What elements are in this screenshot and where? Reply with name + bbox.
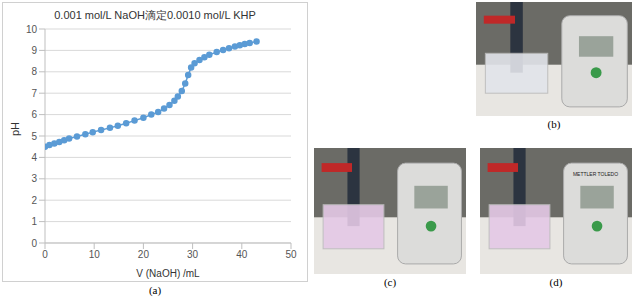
svg-text:40: 40 xyxy=(236,249,248,260)
svg-text:50: 50 xyxy=(285,249,297,260)
svg-text:METTLER TOLEDO: METTLER TOLEDO xyxy=(573,171,618,177)
svg-text:3: 3 xyxy=(31,173,37,184)
html-text:(d): (d) xyxy=(549,276,563,288)
html-text:0.001 mol/L NaOH滴定0.0010 mol/L: 0.001 mol/L NaOH滴定0.0010 mol/L KHP xyxy=(54,9,256,21)
svg-text:8: 8 xyxy=(31,66,37,77)
svg-text:6: 6 xyxy=(31,109,37,120)
svg-text:10: 10 xyxy=(89,249,101,260)
html-text:(c): (c) xyxy=(383,276,397,288)
svg-text:V (NaOH) /mL: V (NaOH) /mL xyxy=(136,268,200,279)
svg-text:20: 20 xyxy=(138,249,150,260)
svg-text:0: 0 xyxy=(42,249,48,260)
html-text:(a): (a) xyxy=(148,284,162,296)
svg-text:9: 9 xyxy=(31,45,37,56)
svg-text:2: 2 xyxy=(31,195,37,206)
svg-text:1: 1 xyxy=(31,216,37,227)
svg-text:5: 5 xyxy=(31,131,37,142)
svg-text:10: 10 xyxy=(26,24,38,35)
svg-text:30: 30 xyxy=(187,249,199,260)
svg-text:0: 0 xyxy=(31,238,37,249)
svg-text:4: 4 xyxy=(31,152,37,163)
svg-text:7: 7 xyxy=(31,88,37,99)
svg-text:pH: pH xyxy=(9,122,21,136)
html-text:(b): (b) xyxy=(547,118,561,130)
